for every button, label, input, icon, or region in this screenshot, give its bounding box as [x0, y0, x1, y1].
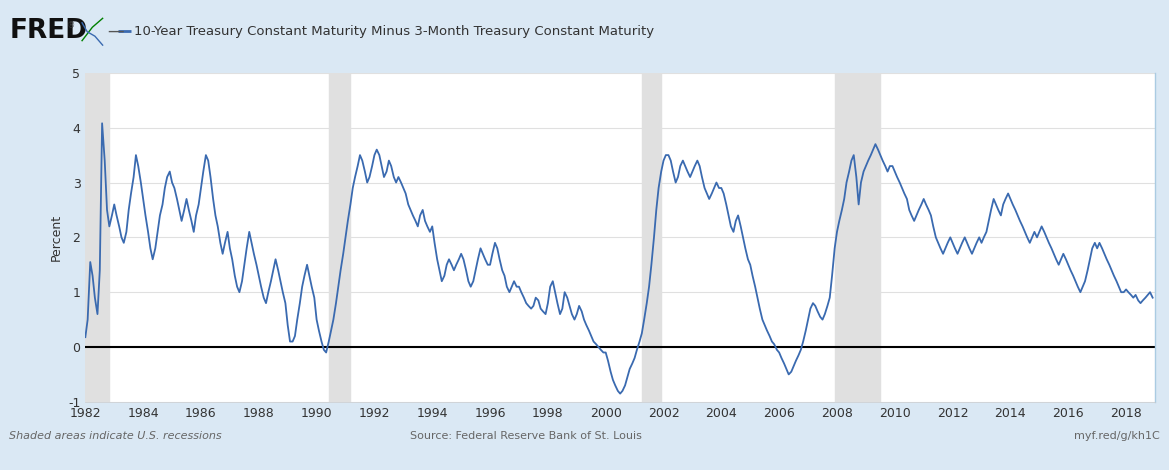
Text: Source: Federal Reserve Bank of St. Louis: Source: Federal Reserve Bank of St. Loui…	[410, 431, 642, 441]
Bar	[328, 73, 351, 402]
Text: FRED: FRED	[9, 18, 88, 44]
Y-axis label: Percent: Percent	[49, 214, 63, 261]
Bar	[71, 73, 110, 402]
Text: ®: ®	[67, 21, 75, 30]
Text: 10-Year Treasury Constant Maturity Minus 3-Month Treasury Constant Maturity: 10-Year Treasury Constant Maturity Minus…	[134, 24, 655, 38]
Text: —: —	[108, 22, 124, 40]
Bar	[642, 73, 662, 402]
Text: myf.red/g/kh1C: myf.red/g/kh1C	[1074, 431, 1160, 441]
Text: Shaded areas indicate U.S. recessions: Shaded areas indicate U.S. recessions	[9, 431, 222, 441]
Bar	[835, 73, 880, 402]
